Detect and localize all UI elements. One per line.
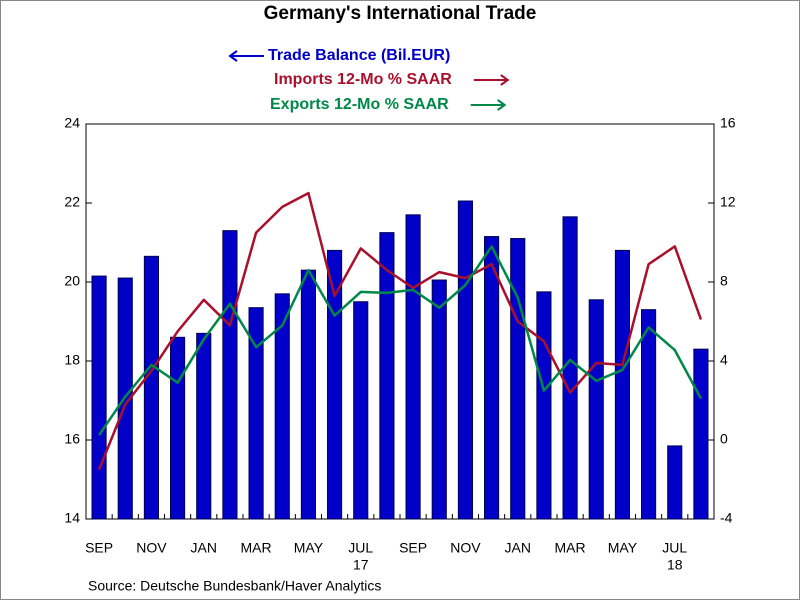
- x-tick-label: MAR: [555, 540, 586, 556]
- bar: [536, 291, 552, 520]
- bar: [327, 249, 343, 520]
- bar: [300, 269, 316, 520]
- bar: [196, 332, 212, 520]
- source: Source: Deutsche Bundesbank/Haver Analyt…: [88, 578, 381, 594]
- y-tick-label: 18: [64, 352, 80, 368]
- bar: [379, 232, 395, 520]
- bar: [457, 200, 473, 520]
- y-tick-label: 22: [64, 194, 80, 210]
- x-tick-label: JAN: [191, 540, 217, 556]
- bar: [91, 275, 107, 520]
- bar: [222, 230, 238, 520]
- bar: [143, 255, 159, 520]
- y2-tick-label: 16: [720, 115, 736, 131]
- bar: [588, 299, 604, 520]
- bar: [431, 279, 447, 520]
- y-tick-label: 14: [64, 510, 80, 526]
- bar: [248, 307, 264, 520]
- legend-arrowhead: [497, 99, 507, 111]
- bar: [667, 445, 683, 520]
- legend-label: Trade Balance (Bil.EUR): [268, 47, 450, 64]
- y2-tick-label: -4: [720, 510, 733, 526]
- plot-area: [85, 123, 715, 520]
- bar: [170, 336, 186, 520]
- line: [97, 191, 703, 471]
- bar: [353, 301, 369, 520]
- bar: [641, 309, 657, 520]
- legend-arrowhead: [228, 50, 238, 62]
- y-tick-label: 24: [64, 115, 80, 131]
- y2-tick-label: 8: [720, 273, 728, 289]
- line: [98, 245, 703, 436]
- bar: [614, 249, 630, 520]
- x-tick-label: MAR: [241, 540, 272, 556]
- x-tick-label: MAY: [294, 540, 324, 556]
- x-tick-label: MAY: [608, 540, 638, 556]
- chart-title: Germany's International Trade: [264, 3, 537, 24]
- x-year-label: 17: [353, 557, 369, 573]
- x-tick-label: JAN: [505, 540, 531, 556]
- x-tick-label: SEP: [399, 540, 427, 556]
- bar: [405, 214, 421, 520]
- legend-arrowhead: [500, 74, 510, 86]
- y-tick-label: 16: [64, 431, 80, 447]
- bar: [484, 236, 500, 520]
- x-tick-label: JUL: [348, 540, 373, 556]
- bar: [693, 348, 709, 520]
- x-tick-label: NOV: [450, 540, 481, 556]
- y2-tick-label: 12: [720, 194, 736, 210]
- x-year-label: 18: [667, 557, 683, 573]
- bar: [274, 293, 290, 520]
- legend-label: Imports 12-Mo % SAAR: [274, 71, 452, 88]
- bar: [562, 216, 578, 520]
- x-tick-label: JUL: [662, 540, 687, 556]
- x-tick-label: NOV: [136, 540, 167, 556]
- legend-label: Exports 12-Mo % SAAR: [270, 96, 449, 113]
- x-tick-label: SEP: [85, 540, 113, 556]
- bar: [510, 238, 526, 520]
- y2-tick-label: 4: [720, 352, 728, 368]
- y-tick-label: 20: [64, 273, 80, 289]
- y2-tick-label: 0: [720, 431, 728, 447]
